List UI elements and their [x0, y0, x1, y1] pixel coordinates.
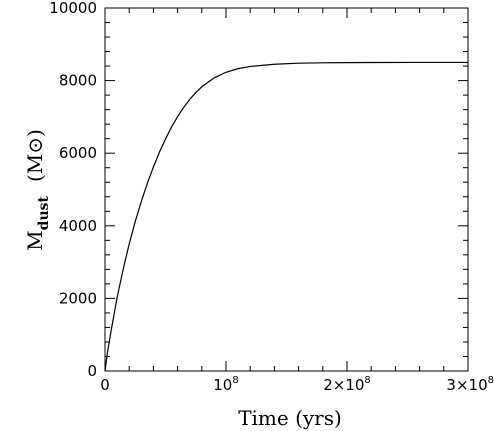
x-tick-label-3: 3×108 [446, 375, 494, 394]
y-tick-label-1: 2000 [59, 289, 97, 307]
y-axis-symbol: M [23, 230, 47, 250]
x-tick-label-2: 2×108 [323, 375, 371, 394]
y-axis-unit: (M⊙) [23, 129, 47, 182]
plot-frame [104, 7, 469, 372]
y-tick-labels: 0 2000 4000 6000 8000 10000 [49, 0, 97, 380]
y-tick-label-0: 0 [87, 362, 97, 380]
dust-mass-series-line [104, 61, 468, 372]
y-tick-label-2: 4000 [59, 217, 97, 235]
x-tick-label-0: 0 [100, 376, 110, 394]
major-ticks [104, 7, 469, 372]
y-tick-label-5: 10000 [49, 0, 97, 17]
minor-ticks [105, 8, 468, 371]
y-tick-label-4: 8000 [59, 72, 97, 90]
y-tick-label-3: 6000 [59, 144, 97, 162]
y-axis-title: Mdust (M⊙) [23, 129, 52, 251]
x-axis-title: Time (yrs) [238, 406, 342, 430]
x-tick-label-1: 108 [213, 375, 238, 394]
y-axis-subscript: dust [36, 195, 52, 230]
x-tick-labels: 0 108 2×108 3×108 [100, 375, 494, 394]
